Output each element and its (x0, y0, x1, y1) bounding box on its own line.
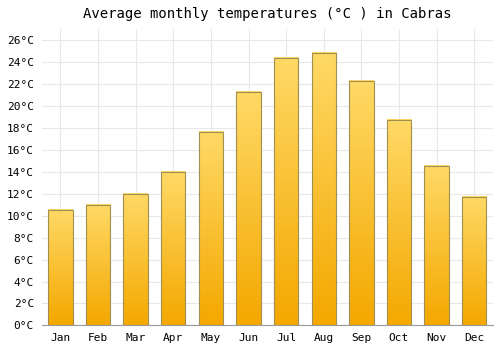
Bar (198, 132, 223, 326)
Bar (424, 166, 449, 326)
Bar (312, 53, 336, 326)
Bar (387, 120, 411, 326)
Bar (86, 205, 110, 326)
Title: Average monthly temperatures (°C ) in Cabras: Average monthly temperatures (°C ) in Ca… (83, 7, 452, 21)
Bar (274, 58, 298, 326)
Bar (161, 172, 186, 326)
Bar (462, 197, 486, 326)
Bar (349, 80, 374, 326)
Bar (236, 92, 260, 326)
Bar (48, 210, 72, 326)
Bar (124, 194, 148, 326)
